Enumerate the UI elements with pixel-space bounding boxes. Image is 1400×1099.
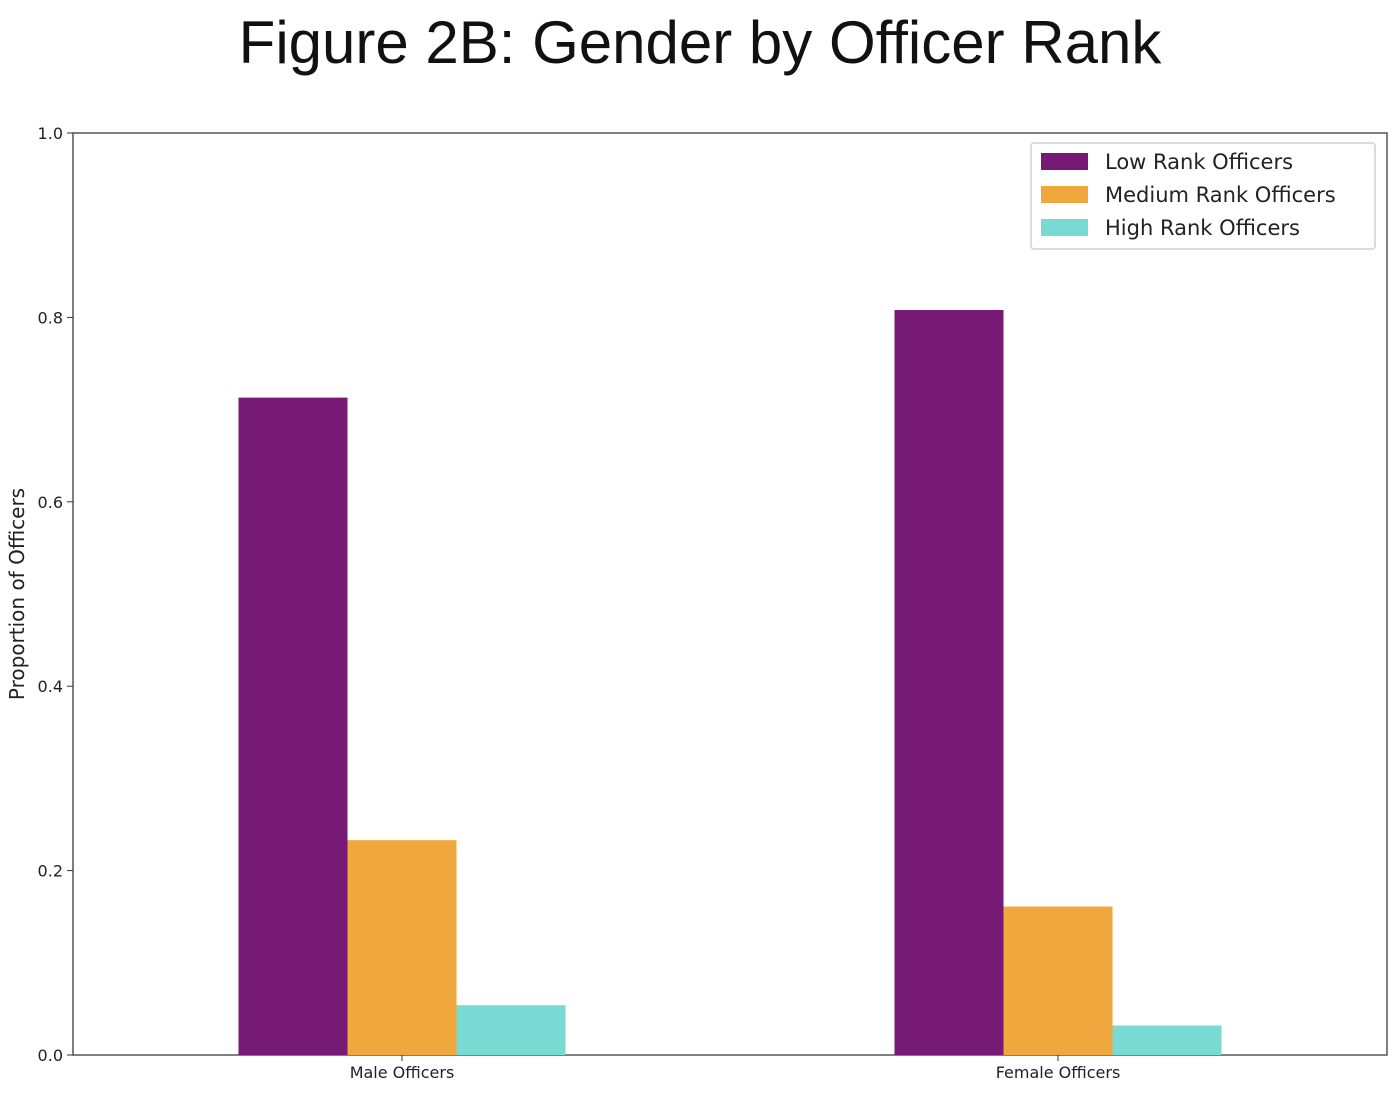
x-tick-label: Female Officers: [996, 1063, 1121, 1082]
legend-label: High Rank Officers: [1105, 216, 1300, 240]
legend-label: Medium Rank Officers: [1105, 183, 1336, 207]
bar-low-rank-officers-male-officers: [238, 397, 348, 1055]
y-tick-label: 0.4: [38, 677, 63, 696]
legend-box: [1030, 142, 1376, 250]
axes-group: Male Officers Female Officers 0.0 0.2 0.4 0.6…: [5, 124, 1120, 1082]
legend-swatch: [1041, 153, 1088, 170]
y-tick-label: 0.2: [38, 862, 63, 881]
bar-low-rank-officers-female-officers: [894, 310, 1004, 1055]
y-tick-label: 1.0: [38, 124, 63, 143]
chart-title: Figure 2B: Gender by Officer Rank: [238, 9, 1162, 76]
y-axis-label: Proportion of Officers: [5, 488, 29, 700]
bar-medium-rank-officers-female-officers: [1003, 906, 1113, 1055]
y-tick-label: 0.0: [38, 1046, 63, 1065]
x-tick-label: Male Officers: [350, 1063, 455, 1082]
legend-swatch: [1041, 219, 1088, 236]
bar-high-rank-officers-male-officers: [456, 1005, 566, 1055]
bars-group: [238, 310, 1222, 1055]
legend: Low Rank Officers Medium Rank Officers Hig…: [1030, 142, 1376, 250]
y-tick-label: 0.8: [38, 308, 63, 327]
bar-high-rank-officers-female-officers: [1112, 1025, 1222, 1055]
y-tick-label: 0.6: [38, 493, 63, 512]
legend-label: Low Rank Officers: [1105, 150, 1293, 174]
legend-swatch: [1041, 186, 1088, 203]
bar-medium-rank-officers-male-officers: [347, 840, 457, 1055]
